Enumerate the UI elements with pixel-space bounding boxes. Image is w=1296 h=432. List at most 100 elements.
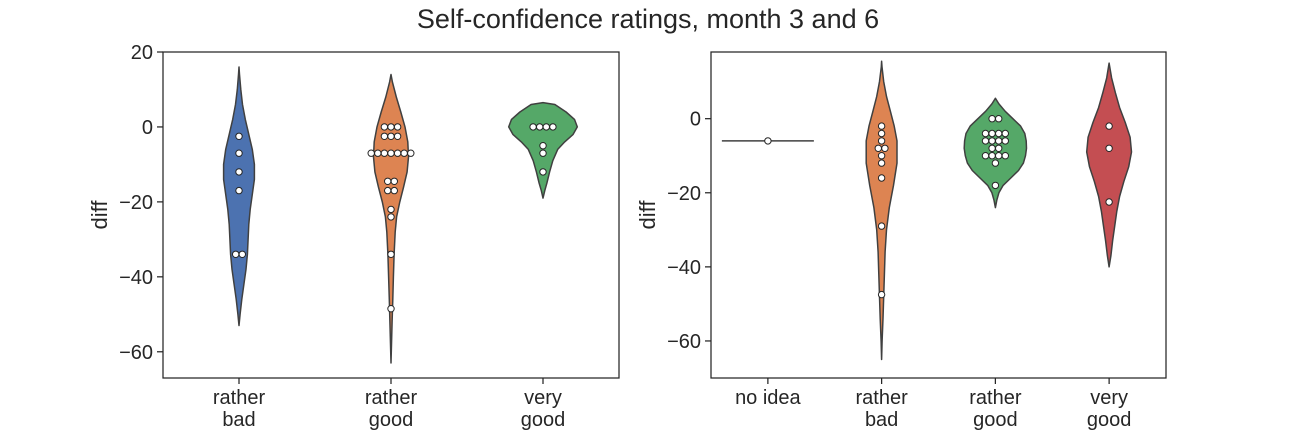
data-point (235, 186, 243, 195)
x-tick-label: rather (213, 387, 266, 409)
x-tick-label: rather (969, 387, 1022, 409)
x-tick-label: bad (865, 409, 898, 431)
data-point (387, 149, 395, 157)
left-violin-panel: 200−20−40−60diffratherbadrathergoodveryg… (87, 42, 620, 431)
data-point (384, 186, 392, 195)
violin-body (865, 60, 898, 361)
data-point (529, 123, 537, 131)
data-point (390, 177, 398, 186)
data-point (1105, 198, 1113, 206)
data-point (367, 149, 375, 157)
x-tick-label: rather (856, 387, 909, 409)
plot-frame (162, 51, 620, 379)
x-tick-label: no idea (735, 387, 801, 409)
data-point (1001, 137, 1009, 145)
figure-title: Self-confidence ratings, month 3 and 6 (417, 4, 879, 34)
data-point (380, 149, 389, 157)
data-point (1105, 144, 1113, 153)
data-point (235, 132, 243, 141)
data-point (995, 137, 1003, 145)
y-tick-label: −20 (119, 192, 153, 214)
data-point (877, 137, 886, 145)
x-tick-label: rather (365, 387, 418, 409)
data-point (235, 149, 243, 157)
violin-body (963, 97, 1028, 209)
y-tick-label: 20 (131, 42, 153, 64)
x-tick-label: good (369, 409, 414, 431)
data-point (390, 186, 398, 195)
data-point (995, 152, 1003, 160)
x-tick-label: good (521, 409, 566, 431)
violin-group (507, 101, 579, 199)
data-point (995, 129, 1003, 138)
data-point (387, 123, 395, 131)
data-point (877, 152, 886, 160)
y-tick-label: −60 (119, 342, 153, 364)
data-point (539, 149, 547, 157)
data-point (393, 123, 402, 131)
data-point (988, 137, 996, 145)
data-point (877, 222, 886, 230)
data-point (387, 305, 395, 313)
y-tick-label: −60 (667, 331, 701, 353)
x-tick-label: very (1090, 387, 1128, 409)
data-point (877, 159, 886, 167)
y-tick-label: 0 (690, 109, 701, 131)
violin-body (222, 66, 256, 327)
y-axis-label: diff (87, 200, 112, 230)
data-point (232, 250, 240, 259)
data-point (877, 122, 886, 130)
data-point (549, 123, 557, 131)
x-tick-label: very (524, 387, 562, 409)
data-point (995, 115, 1003, 123)
y-tick-label: −40 (119, 267, 153, 289)
data-point (384, 177, 392, 186)
data-point (380, 132, 389, 141)
violin-group (1085, 62, 1133, 268)
data-point (988, 152, 996, 160)
violin-group (865, 60, 898, 361)
violin-group (963, 97, 1028, 209)
x-tick-label: good (1087, 409, 1132, 431)
y-tick-label: −20 (667, 183, 701, 205)
data-point (238, 250, 247, 259)
y-tick-label: −40 (667, 257, 701, 279)
plot-frame (710, 51, 1167, 379)
data-point (387, 205, 395, 214)
data-point (387, 213, 395, 221)
data-point (1001, 129, 1009, 138)
data-point (877, 174, 886, 182)
data-point (995, 144, 1003, 153)
x-tick-label: bad (222, 409, 255, 431)
data-point (988, 144, 996, 153)
data-point (1001, 152, 1009, 160)
data-point (542, 123, 550, 131)
data-point (407, 149, 415, 157)
data-point (387, 132, 395, 141)
data-point (981, 137, 990, 145)
data-point (1105, 122, 1113, 130)
x-tick-label: good (973, 409, 1018, 431)
violin-body (1085, 62, 1133, 268)
data-point (374, 149, 382, 157)
data-point (536, 123, 544, 131)
data-point (981, 129, 990, 138)
data-point (881, 144, 889, 153)
data-point (393, 149, 402, 157)
y-axis-label: diff (635, 200, 660, 230)
data-point (764, 137, 772, 145)
data-point (400, 149, 408, 157)
data-point (991, 159, 1000, 167)
data-point (877, 129, 886, 138)
violin-group (222, 66, 256, 327)
data-point (539, 142, 547, 150)
data-point (393, 132, 402, 141)
data-point (981, 152, 990, 160)
violin-group (367, 73, 415, 364)
data-point (235, 168, 243, 176)
data-point (877, 290, 886, 299)
violin-group (721, 137, 814, 145)
data-point (991, 181, 1000, 190)
